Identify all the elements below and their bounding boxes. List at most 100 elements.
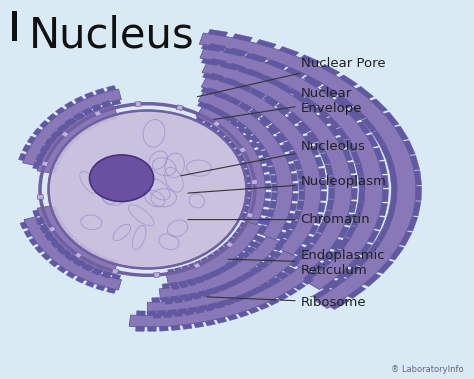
Polygon shape [266, 209, 274, 217]
Text: Nucleus: Nucleus [29, 14, 194, 56]
Polygon shape [49, 260, 58, 267]
Polygon shape [254, 286, 265, 293]
Polygon shape [239, 147, 246, 153]
Polygon shape [336, 96, 354, 108]
Polygon shape [379, 161, 387, 174]
Polygon shape [202, 62, 352, 272]
Polygon shape [383, 213, 394, 228]
Text: Nuclear
Envelope: Nuclear Envelope [214, 87, 362, 119]
Polygon shape [246, 69, 262, 78]
Polygon shape [285, 153, 293, 162]
Polygon shape [416, 186, 422, 200]
Polygon shape [209, 44, 226, 51]
Polygon shape [234, 295, 244, 302]
Polygon shape [338, 227, 349, 238]
Polygon shape [180, 282, 188, 288]
Polygon shape [20, 222, 27, 229]
Polygon shape [229, 63, 245, 71]
Polygon shape [204, 274, 212, 280]
Polygon shape [246, 246, 255, 254]
Polygon shape [200, 47, 383, 290]
Polygon shape [100, 255, 109, 262]
Polygon shape [239, 83, 252, 92]
Polygon shape [226, 262, 234, 268]
Polygon shape [66, 271, 75, 279]
Polygon shape [40, 146, 48, 153]
Polygon shape [235, 276, 245, 283]
Polygon shape [390, 172, 397, 186]
Polygon shape [37, 217, 45, 224]
Polygon shape [45, 231, 54, 238]
Polygon shape [109, 259, 117, 265]
Polygon shape [77, 260, 86, 266]
Polygon shape [56, 219, 64, 227]
Polygon shape [326, 199, 334, 211]
Polygon shape [57, 266, 66, 273]
Polygon shape [183, 296, 192, 302]
Polygon shape [364, 274, 381, 287]
Polygon shape [167, 269, 175, 274]
Polygon shape [288, 220, 298, 230]
Polygon shape [343, 149, 353, 161]
Polygon shape [345, 214, 354, 226]
Polygon shape [92, 105, 102, 111]
Polygon shape [229, 48, 247, 56]
Polygon shape [262, 166, 269, 172]
Polygon shape [174, 312, 183, 317]
Polygon shape [256, 236, 265, 243]
Polygon shape [260, 282, 271, 289]
Polygon shape [194, 260, 203, 266]
Polygon shape [214, 285, 224, 291]
Polygon shape [69, 255, 79, 262]
Polygon shape [268, 124, 280, 133]
Polygon shape [219, 92, 230, 100]
Polygon shape [137, 311, 146, 316]
Polygon shape [303, 277, 314, 285]
Polygon shape [36, 158, 44, 165]
Polygon shape [170, 282, 178, 288]
Polygon shape [291, 173, 298, 181]
Polygon shape [232, 257, 240, 264]
Polygon shape [29, 238, 37, 246]
Polygon shape [269, 251, 278, 257]
Polygon shape [272, 80, 289, 90]
Polygon shape [331, 239, 343, 250]
Polygon shape [319, 168, 326, 178]
Polygon shape [238, 252, 246, 258]
Polygon shape [242, 128, 253, 136]
Polygon shape [244, 176, 251, 183]
Polygon shape [330, 298, 349, 310]
Polygon shape [259, 157, 266, 164]
Polygon shape [253, 266, 263, 273]
Polygon shape [111, 100, 121, 105]
Polygon shape [147, 327, 156, 331]
Circle shape [48, 111, 246, 268]
Polygon shape [288, 112, 301, 123]
Polygon shape [297, 170, 304, 180]
Polygon shape [92, 252, 101, 258]
Polygon shape [159, 326, 168, 331]
Polygon shape [255, 142, 265, 150]
Polygon shape [367, 240, 381, 254]
Polygon shape [274, 244, 283, 251]
Polygon shape [239, 222, 247, 228]
Polygon shape [274, 135, 283, 144]
Polygon shape [216, 130, 225, 138]
Polygon shape [93, 268, 103, 274]
Polygon shape [236, 227, 244, 233]
Polygon shape [147, 311, 156, 316]
Polygon shape [198, 102, 209, 109]
Polygon shape [174, 267, 182, 273]
Polygon shape [51, 131, 59, 138]
Polygon shape [129, 267, 313, 327]
Polygon shape [73, 259, 82, 266]
Text: Nuclear Pore: Nuclear Pore [197, 57, 385, 97]
Polygon shape [229, 260, 238, 267]
Polygon shape [54, 130, 63, 137]
Polygon shape [237, 126, 247, 134]
Polygon shape [234, 82, 250, 91]
Polygon shape [75, 113, 85, 120]
Polygon shape [223, 49, 243, 56]
Polygon shape [351, 175, 357, 186]
Polygon shape [164, 313, 172, 318]
